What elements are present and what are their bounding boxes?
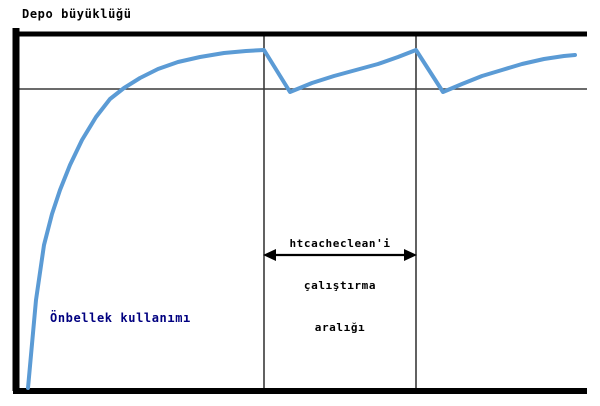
interval-annotation-line-2: çalıştırma xyxy=(303,279,377,292)
interval-annotation-line-3: aralığı xyxy=(314,321,366,334)
y-axis-title: Depo büyüklüğü xyxy=(22,7,132,21)
series-label-cache-usage: Önbellek kullanımı xyxy=(50,311,191,325)
interval-arrow xyxy=(263,249,417,261)
interval-annotation: htcacheclean'i çalıştırma aralığı xyxy=(264,209,416,363)
interval-annotation-line-1: htcacheclean'i xyxy=(289,237,391,250)
cache-usage-curve xyxy=(26,48,577,390)
interval-arrow-head-right xyxy=(404,249,417,261)
interval-arrow-head-left xyxy=(263,249,276,261)
